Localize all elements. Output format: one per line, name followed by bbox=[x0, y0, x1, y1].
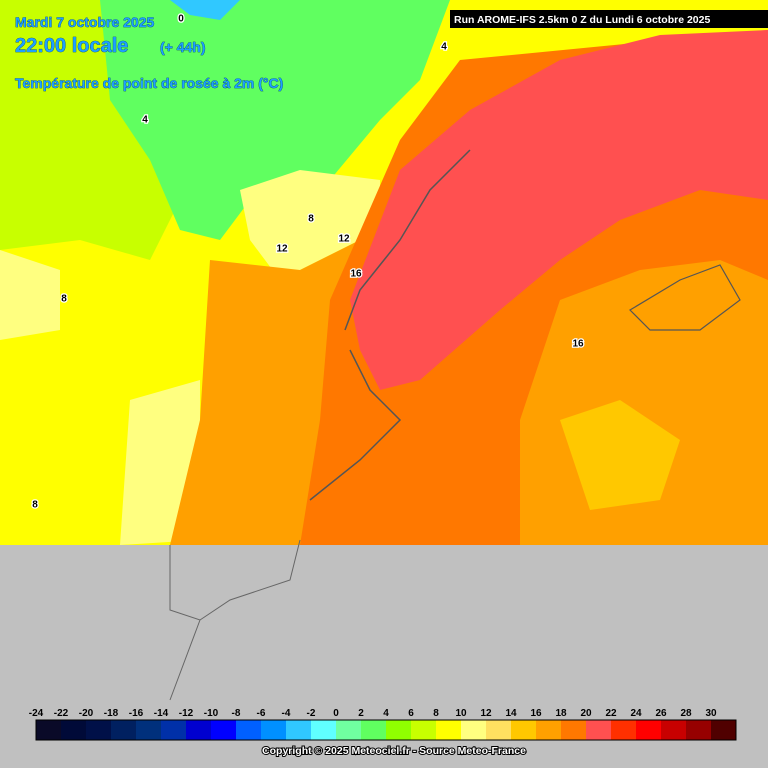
legend-swatch bbox=[611, 720, 637, 740]
legend-swatch bbox=[36, 720, 62, 740]
legend-swatch bbox=[261, 720, 287, 740]
field-cyan bbox=[170, 0, 240, 20]
field-islands-light bbox=[560, 400, 680, 510]
run-info: Run AROME-IFS 2.5km 0 Z du Lundi 6 octob… bbox=[454, 14, 710, 26]
legend: -24 -22 -20 -18 -16 -14 -12 -10 -8 -6 -4 -2 0 2 4 6 8 10 1… bbox=[29, 708, 737, 741]
legend-swatch bbox=[311, 720, 337, 740]
contour-label: 0 bbox=[178, 14, 184, 25]
legend-label: -8 bbox=[232, 708, 241, 719]
date: Mardi 7 octobre 2025 bbox=[15, 14, 154, 30]
legend-swatch bbox=[386, 720, 412, 740]
legend-label: -12 bbox=[179, 708, 194, 719]
lead-time: (+ 44h) bbox=[160, 39, 206, 55]
legend-label: 20 bbox=[580, 708, 592, 719]
legend-label: 16 bbox=[530, 708, 542, 719]
legend-swatch bbox=[236, 720, 262, 740]
legend-label: 28 bbox=[680, 708, 692, 719]
legend-swatch bbox=[636, 720, 662, 740]
legend-label: 10 bbox=[455, 708, 467, 719]
legend-label: 4 bbox=[383, 708, 389, 719]
field-red bbox=[350, 30, 768, 390]
legend-swatch bbox=[111, 720, 137, 740]
legend-label: 30 bbox=[705, 708, 717, 719]
legend-swatch bbox=[511, 720, 537, 740]
legend-swatch bbox=[411, 720, 437, 740]
time: 22:00 locale bbox=[15, 35, 128, 57]
coastline bbox=[309, 149, 471, 501]
contour-label: 4 bbox=[142, 115, 148, 126]
contour-label: 12 bbox=[338, 234, 350, 245]
legend-label: -20 bbox=[79, 708, 94, 719]
legend-swatch bbox=[211, 720, 237, 740]
legend-label: 24 bbox=[630, 708, 642, 719]
legend-swatch bbox=[486, 720, 512, 740]
run-box bbox=[450, 10, 768, 28]
legend-swatch bbox=[361, 720, 387, 740]
legend-label: -18 bbox=[104, 708, 119, 719]
contour-label: 8 bbox=[32, 500, 38, 511]
legend-label: -16 bbox=[129, 708, 144, 719]
legend-label: 0 bbox=[333, 708, 339, 719]
legend-swatch bbox=[561, 720, 587, 740]
legend-frame bbox=[35, 719, 737, 741]
legend-label: -4 bbox=[282, 708, 291, 719]
legend-swatch bbox=[711, 720, 737, 740]
legend-swatch bbox=[586, 720, 612, 740]
contour-label: 4 bbox=[441, 42, 447, 53]
legend-swatch bbox=[86, 720, 112, 740]
island-outline bbox=[629, 264, 741, 331]
field-pale-2 bbox=[0, 250, 200, 545]
contour-label: 8 bbox=[61, 294, 67, 305]
legend-swatch bbox=[436, 720, 462, 740]
contour-label: 16 bbox=[572, 339, 584, 350]
legend-label: 14 bbox=[505, 708, 517, 719]
copyright: Copyright © 2025 Meteociel.fr - Source M… bbox=[262, 745, 526, 757]
contour-label: 12 bbox=[276, 244, 288, 255]
legend-label: 22 bbox=[605, 708, 617, 719]
field-pale bbox=[240, 170, 380, 280]
legend-label: 18 bbox=[555, 708, 567, 719]
legend-swatch bbox=[61, 720, 87, 740]
legend-label: -24 bbox=[29, 708, 44, 719]
legend-label: 12 bbox=[480, 708, 492, 719]
legend-swatch bbox=[686, 720, 712, 740]
legend-label: -2 bbox=[307, 708, 316, 719]
legend-swatch bbox=[286, 720, 312, 740]
legend-label: -6 bbox=[257, 708, 266, 719]
legend-swatch bbox=[136, 720, 162, 740]
legend-swatch bbox=[461, 720, 487, 740]
legend-swatch bbox=[336, 720, 362, 740]
legend-label: 2 bbox=[358, 708, 364, 719]
legend-swatch bbox=[161, 720, 187, 740]
border bbox=[169, 539, 301, 701]
contour-label: 8 bbox=[308, 214, 314, 225]
legend-label: -10 bbox=[204, 708, 219, 719]
legend-swatch bbox=[186, 720, 212, 740]
legend-label: 8 bbox=[433, 708, 439, 719]
legend-swatch bbox=[661, 720, 687, 740]
contour-label: 16 bbox=[350, 269, 362, 280]
parameter: Température de point de rosée à 2m (°C) bbox=[15, 75, 283, 91]
legend-swatch bbox=[536, 720, 562, 740]
legend-label: -14 bbox=[154, 708, 169, 719]
legend-label: 6 bbox=[408, 708, 414, 719]
legend-label: -22 bbox=[54, 708, 69, 719]
legend-label: 26 bbox=[655, 708, 667, 719]
field-green bbox=[100, 0, 450, 240]
